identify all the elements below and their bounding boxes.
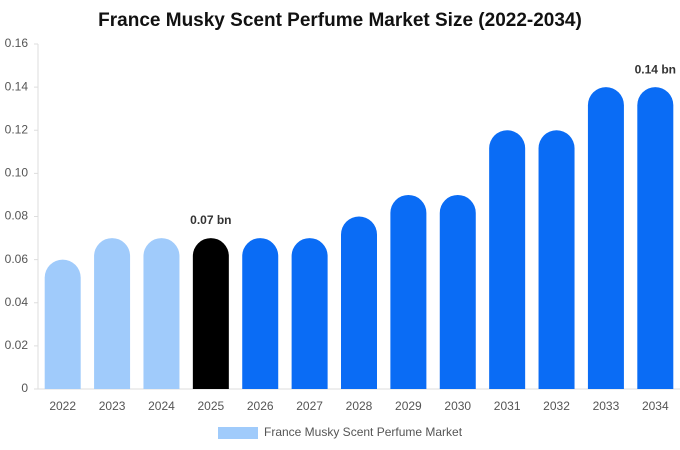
bar <box>143 238 180 389</box>
y-tick-label: 0.04 <box>5 295 29 309</box>
bar <box>439 194 476 389</box>
bar <box>44 259 81 389</box>
bar <box>390 194 427 389</box>
x-tick-label: 2032 <box>543 399 570 413</box>
x-tick-label: 2031 <box>494 399 521 413</box>
y-tick-label: 0.12 <box>5 122 29 136</box>
x-tick-label: 2025 <box>197 399 224 413</box>
y-tick-label: 0 <box>21 381 28 395</box>
y-tick-label: 0.16 <box>5 36 29 50</box>
x-tick-label: 2024 <box>148 399 175 413</box>
bar <box>341 216 377 389</box>
y-tick-label: 0.06 <box>5 252 29 266</box>
bar <box>489 130 526 389</box>
y-tick-label: 0.14 <box>5 79 29 93</box>
y-tick-label: 0.10 <box>5 166 29 180</box>
x-tick-label: 2026 <box>247 399 274 413</box>
bar <box>291 238 328 389</box>
x-tick-label: 2022 <box>49 399 76 413</box>
x-tick-label: 2029 <box>395 399 422 413</box>
bar <box>637 87 674 389</box>
bar <box>538 130 575 390</box>
bar <box>242 238 279 389</box>
value-label: 0.07 bn <box>190 213 231 227</box>
x-tick-label: 2028 <box>346 399 373 413</box>
x-tick-label: 2027 <box>296 399 323 413</box>
bar <box>192 238 229 389</box>
bar <box>94 238 131 389</box>
x-tick-label: 2030 <box>444 399 471 413</box>
x-tick-label: 2023 <box>99 399 126 413</box>
x-tick-label: 2034 <box>642 399 669 413</box>
bar <box>587 87 624 389</box>
y-tick-label: 0.08 <box>5 209 29 223</box>
chart-title: France Musky Scent Perfume Market Size (… <box>98 10 582 31</box>
y-tick-label: 0.02 <box>5 338 29 352</box>
legend-label: France Musky Scent Perfume Market <box>264 425 463 439</box>
value-label: 0.14 bn <box>635 62 676 76</box>
x-tick-label: 2033 <box>593 399 620 413</box>
legend-swatch <box>218 427 258 439</box>
